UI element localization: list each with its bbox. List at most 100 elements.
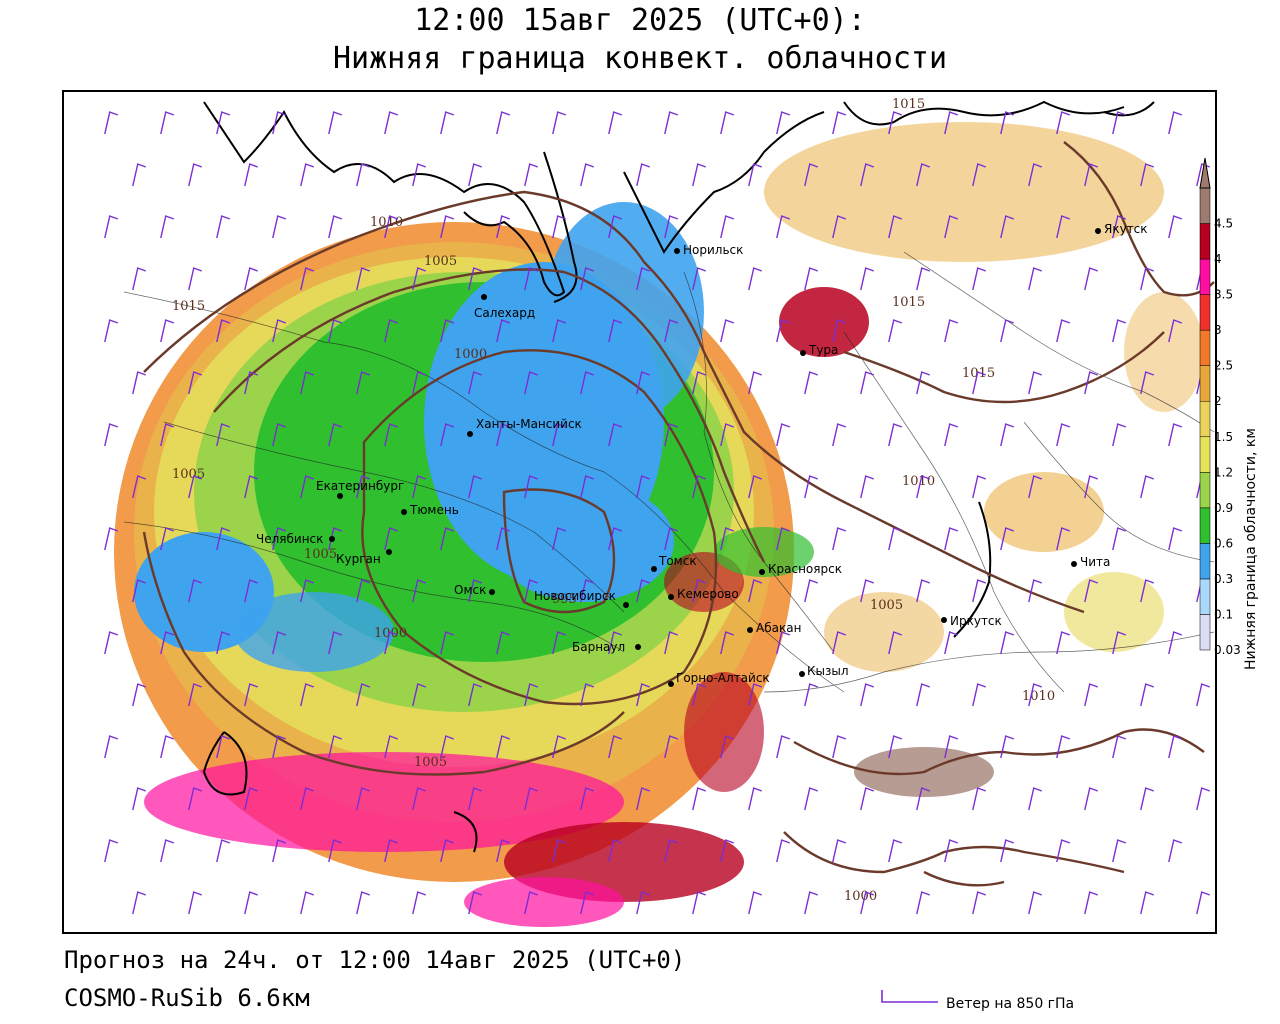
wind-barb [244, 891, 259, 915]
wind-barb [1196, 683, 1211, 707]
wind-barb [1196, 891, 1211, 915]
wind-barb [244, 267, 259, 291]
city-abakan: Абакан [747, 621, 801, 635]
wind-barb [104, 735, 119, 759]
wind-barb [188, 475, 203, 499]
wind-barb [468, 683, 483, 707]
wind-barb [944, 215, 959, 239]
wind-barb [496, 215, 511, 239]
colorbar-swatch [1199, 543, 1211, 580]
wind-barb [440, 735, 455, 759]
wind-barb [468, 371, 483, 395]
wind-barb [272, 215, 287, 239]
wind-barb [972, 163, 987, 187]
wind-barb [636, 163, 651, 187]
colorbar-swatch [1199, 329, 1211, 366]
wind-barb [496, 527, 511, 551]
wind-barb [356, 163, 371, 187]
wind-barb [328, 111, 343, 135]
wind-barb [888, 839, 903, 863]
wind-barb [720, 423, 735, 447]
wind-barb [1168, 215, 1183, 239]
wind-barb [384, 423, 399, 447]
wind-barb [720, 111, 735, 135]
wind-barb [1028, 267, 1043, 291]
wind-barb [860, 267, 875, 291]
wind-barb [440, 111, 455, 135]
colorbar-swatch [1199, 258, 1211, 295]
wind-barb [664, 631, 679, 655]
svg-text:Екатеринбург: Екатеринбург [316, 479, 404, 493]
wind-barb [384, 631, 399, 655]
svg-text:Курган: Курган [336, 552, 381, 566]
wind-barb [692, 371, 707, 395]
wind-barb [132, 891, 147, 915]
colorbar-tick-label: 0.3 [1214, 572, 1233, 586]
wind-barb [272, 631, 287, 655]
city-tomsk: Томск [651, 554, 697, 572]
wind-barb [1168, 735, 1183, 759]
wind-barb [692, 787, 707, 811]
wind-barb [804, 475, 819, 499]
wind-barb [1084, 683, 1099, 707]
isobar-label: 1000 [374, 626, 407, 641]
wind-barb [776, 423, 791, 447]
wind-barb [188, 371, 203, 395]
wind-barb [524, 475, 539, 499]
wind-barb [692, 683, 707, 707]
svg-text:Кызыл: Кызыл [807, 664, 849, 678]
wind-barb [580, 371, 595, 395]
wind-barb [972, 683, 987, 707]
wind-barb [944, 423, 959, 447]
colorbar-swatch [1199, 223, 1211, 260]
wind-barb [468, 475, 483, 499]
wind-barb [1140, 267, 1155, 291]
wind-barb [832, 527, 847, 551]
wind-barb [832, 111, 847, 135]
city-irkutsk: Иркутск [941, 614, 1002, 628]
wind-barb [468, 787, 483, 811]
isobar-label: 1010 [370, 215, 403, 230]
wind-barb [972, 579, 987, 603]
wind-barb [748, 891, 763, 915]
isobars [142, 141, 1215, 887]
wind-barb [104, 423, 119, 447]
wind-barb [440, 319, 455, 343]
wind-barb [1140, 163, 1155, 187]
city-chita: Чита [1071, 555, 1110, 569]
wind-barb [664, 735, 679, 759]
svg-text:Красноярск: Красноярск [768, 562, 842, 576]
coastline [202, 100, 1155, 853]
wind-barb [1056, 423, 1071, 447]
wind-barb [664, 215, 679, 239]
wind-barb [104, 215, 119, 239]
wind-barb [1000, 527, 1015, 551]
svg-text:Тура: Тура [808, 343, 838, 357]
wind-barb [1084, 475, 1099, 499]
wind-barb [580, 787, 595, 811]
wind-barb [272, 111, 287, 135]
wind-barb [860, 683, 875, 707]
wind-barb [1084, 163, 1099, 187]
colorbar: 0.03 0.1 0.3 0.6 0.9 1.2 1.5 2 2.5 3 3.5 4 4.5 [1199, 157, 1241, 657]
wind-barb [160, 735, 175, 759]
wind-barb [440, 631, 455, 655]
wind-barb [888, 111, 903, 135]
wind-barb [944, 839, 959, 863]
wind-barb [1196, 787, 1211, 811]
wind-barb [608, 111, 623, 135]
wind-barb [272, 735, 287, 759]
wind-barb [1056, 319, 1071, 343]
wind-barb [160, 527, 175, 551]
wind-barb [1140, 475, 1155, 499]
colorbar-tick-label: 0.1 [1214, 607, 1233, 621]
wind-barb [720, 735, 735, 759]
wind-barb [692, 475, 707, 499]
wind-barb [1000, 215, 1015, 239]
wind-barb [608, 631, 623, 655]
wind-barb [1084, 579, 1099, 603]
colorbar-tick-label: 4 [1214, 252, 1222, 266]
wind-barb [692, 579, 707, 603]
wind-barb [916, 891, 931, 915]
colorbar-swatch [1199, 578, 1211, 615]
